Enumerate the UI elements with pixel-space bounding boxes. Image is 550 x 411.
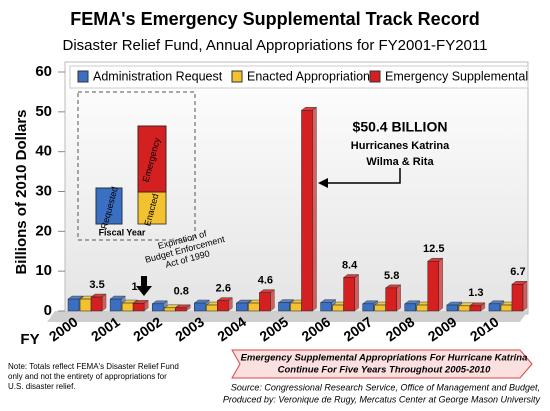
- bar: [469, 305, 482, 312]
- y-tick-label: 0: [44, 302, 52, 319]
- value-label: 1.9: [131, 281, 146, 293]
- bar: [488, 303, 501, 312]
- bar-side: [438, 257, 444, 312]
- bar: [446, 304, 459, 312]
- value-label: 6.7: [510, 266, 525, 278]
- bar: [174, 307, 187, 312]
- callout: Continue For Five Years Throughout 2005-…: [278, 365, 491, 376]
- bar: [121, 302, 134, 312]
- bar: [385, 287, 397, 312]
- inset-emergency: [137, 125, 167, 193]
- bar-side: [270, 289, 275, 312]
- bar: [163, 307, 176, 312]
- callout-box: [231, 349, 533, 379]
- bar: [248, 302, 260, 312]
- bar: [217, 300, 229, 312]
- bar-side: [101, 293, 107, 312]
- bar: [511, 284, 524, 312]
- bar: [79, 298, 92, 312]
- bar: [320, 302, 332, 312]
- chart-subtitle: Disaster Relief Fund, Annual Appropriati…: [63, 37, 488, 54]
- bar: [374, 304, 386, 312]
- bar: [90, 296, 103, 312]
- y-tick-label: 60: [35, 63, 52, 80]
- annotation: Wilma & Rita: [366, 156, 434, 168]
- floor: [47, 311, 528, 322]
- value-label: 3.5: [89, 279, 104, 291]
- bar: [109, 298, 122, 312]
- bar: [206, 304, 218, 312]
- legend-swatch: [369, 70, 381, 83]
- bar: [194, 302, 206, 312]
- note: only and not the entirety of appropriati…: [8, 372, 167, 381]
- value-label: 4.6: [258, 275, 273, 287]
- value-label: 0.8: [174, 286, 189, 298]
- legend-label: Emergency Supplemental: [385, 69, 528, 83]
- annotation-arrow: [326, 168, 401, 184]
- bar: [427, 260, 440, 312]
- legend-label: Enacted Appropriation: [247, 69, 370, 83]
- chart-title: FEMA's Emergency Supplemental Track Reco…: [70, 9, 479, 29]
- y-axis-label: Billions of 2010 Dollars: [13, 109, 30, 274]
- y-tick-label: 50: [35, 103, 52, 120]
- note: U.S. disaster relief.: [8, 382, 76, 391]
- y-tick-label: 40: [35, 143, 52, 160]
- bar: [500, 304, 513, 312]
- bar: [362, 303, 374, 312]
- inset-box: [77, 91, 196, 241]
- inset-label: Fiscal Year: [99, 227, 146, 237]
- bar-side: [522, 280, 528, 312]
- bar: [290, 302, 302, 312]
- bar: [416, 304, 429, 312]
- note: Note: Totals reflect FEMA's Disaster Rel…: [8, 362, 179, 371]
- bar-side: [354, 274, 359, 312]
- bar: [343, 277, 355, 312]
- arrowhead: [318, 178, 328, 188]
- y-tick-label: 30: [35, 182, 52, 199]
- bar: [259, 292, 271, 312]
- value-label: 5.8: [384, 270, 399, 282]
- legend-swatch: [77, 70, 89, 83]
- callout: Emergency Supplemental Appropriations Fo…: [241, 353, 528, 364]
- bar: [67, 298, 80, 312]
- annotation: Hurricanes Katrina: [351, 140, 450, 152]
- value-label: 2.6: [216, 283, 231, 295]
- source: Produced by: Veronique de Rugy, Mercatus…: [223, 394, 541, 404]
- bar: [236, 302, 248, 312]
- bar: [458, 305, 471, 312]
- legend-swatch: [231, 70, 243, 83]
- y-tick-label: 20: [35, 222, 52, 239]
- legend: [69, 65, 529, 89]
- y-tick-label: 10: [35, 262, 52, 279]
- annotation: $50.4 BILLION: [353, 119, 448, 135]
- bar: [151, 303, 164, 312]
- bar: [132, 303, 145, 312]
- bar-side: [396, 284, 401, 312]
- value-label: 12.5: [423, 243, 444, 255]
- x-axis-label: FY: [20, 331, 39, 348]
- bar: [301, 109, 313, 312]
- value-label: 8.4: [342, 259, 358, 271]
- value-label: 1.3: [468, 287, 483, 299]
- bar-side: [312, 106, 317, 312]
- bar: [278, 302, 290, 312]
- inset-requested: [95, 187, 123, 225]
- bar: [332, 304, 344, 312]
- plot-area: [64, 61, 529, 315]
- source: Source: Congressional Research Service, …: [231, 382, 540, 392]
- legend-label: Administration Request: [93, 69, 223, 83]
- bar: [404, 303, 417, 312]
- down-arrow: [136, 276, 152, 296]
